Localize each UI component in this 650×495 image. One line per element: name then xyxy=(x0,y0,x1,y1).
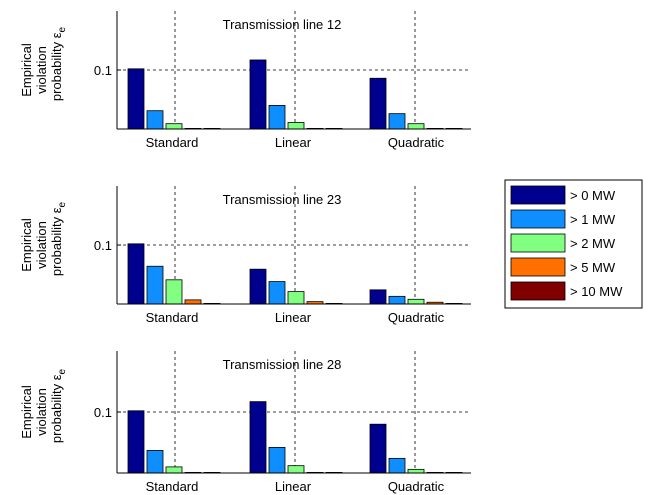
bar xyxy=(127,68,145,130)
y-label-text: probability ε xyxy=(49,32,64,101)
chart-panel-2: 0.1 Transmission line 23 Standard Linear Qua… xyxy=(19,186,471,325)
bar xyxy=(369,77,387,130)
y-tick-label: 0.1 xyxy=(94,405,112,420)
bar xyxy=(184,299,202,305)
y-label-line-1: Empirical xyxy=(19,43,34,97)
legend-label: > 2 MW xyxy=(570,236,616,251)
bar xyxy=(146,450,164,474)
bar xyxy=(388,457,406,474)
bar xyxy=(165,466,183,474)
chart-panel-3: 0.1 Transmission line 28 Standard Linear Qua… xyxy=(19,351,471,494)
x-tick-label: Quadratic xyxy=(388,135,445,150)
x-tick-label: Linear xyxy=(275,479,312,494)
y-label-line-2: violation xyxy=(34,221,49,269)
bar xyxy=(146,265,164,305)
legend-label: > 1 MW xyxy=(570,212,616,227)
y-label-line-3: probability εe xyxy=(49,368,68,443)
x-tick-label: Standard xyxy=(146,479,199,494)
bar xyxy=(165,279,183,305)
bar xyxy=(268,281,286,305)
bar xyxy=(407,123,425,130)
bar xyxy=(268,446,286,474)
y-label-subscript: e xyxy=(57,201,68,207)
y-label-subscript: e xyxy=(57,26,68,32)
chart-panel-1: 0.1 Transmission line 12 Standard Linear Qua… xyxy=(19,11,471,150)
y-tick-label: 0.1 xyxy=(94,238,112,253)
y-axis-label: Empirical violation probability εe xyxy=(19,368,68,443)
y-label-line-1: Empirical xyxy=(19,385,34,439)
x-tick-label: Quadratic xyxy=(388,310,445,325)
legend-label: > 10 MW xyxy=(570,284,623,299)
legend-swatch xyxy=(510,209,566,229)
y-axis-label: Empirical violation probability εe xyxy=(19,26,68,101)
legend-swatch xyxy=(510,281,566,301)
y-axis-label: Empirical violation probability εe xyxy=(19,201,68,276)
y-label-line-2: violation xyxy=(34,46,49,94)
bar xyxy=(369,423,387,474)
y-label-text: probability ε xyxy=(49,374,64,443)
legend-swatch xyxy=(510,185,566,205)
bar xyxy=(146,110,164,130)
bar xyxy=(388,295,406,305)
legend: > 0 MW > 1 MW > 2 MW > 5 MW > 10 MW xyxy=(504,179,643,309)
y-label-line-3: probability εe xyxy=(49,201,68,276)
bar xyxy=(407,298,425,305)
legend-label: > 0 MW xyxy=(570,188,616,203)
y-label-subscript: e xyxy=(57,368,68,374)
bar xyxy=(249,401,267,474)
y-label-line-2: violation xyxy=(34,388,49,436)
bar xyxy=(369,289,387,305)
legend-label: > 5 MW xyxy=(570,260,616,275)
bar xyxy=(165,123,183,130)
legend-swatch xyxy=(510,257,566,277)
bar xyxy=(287,291,305,305)
bar xyxy=(127,410,145,474)
bar xyxy=(407,468,425,474)
chart-title: Transmission line 28 xyxy=(223,357,342,372)
x-tick-label: Quadratic xyxy=(388,479,445,494)
bar xyxy=(127,243,145,305)
legend-swatch xyxy=(510,233,566,253)
x-tick-label: Linear xyxy=(275,310,312,325)
bar xyxy=(249,59,267,130)
bar xyxy=(268,105,286,130)
x-tick-label: Linear xyxy=(275,135,312,150)
chart-title: Transmission line 23 xyxy=(223,192,342,207)
chart-title: Transmission line 12 xyxy=(223,17,342,32)
y-tick-label: 0.1 xyxy=(94,63,112,78)
bar xyxy=(287,122,305,130)
y-label-line-1: Empirical xyxy=(19,218,34,272)
x-tick-label: Standard xyxy=(146,310,199,325)
bar xyxy=(287,465,305,474)
bar xyxy=(388,113,406,130)
bar xyxy=(249,268,267,305)
y-label-line-3: probability εe xyxy=(49,26,68,101)
y-label-text: probability ε xyxy=(49,207,64,276)
x-tick-label: Standard xyxy=(146,135,199,150)
